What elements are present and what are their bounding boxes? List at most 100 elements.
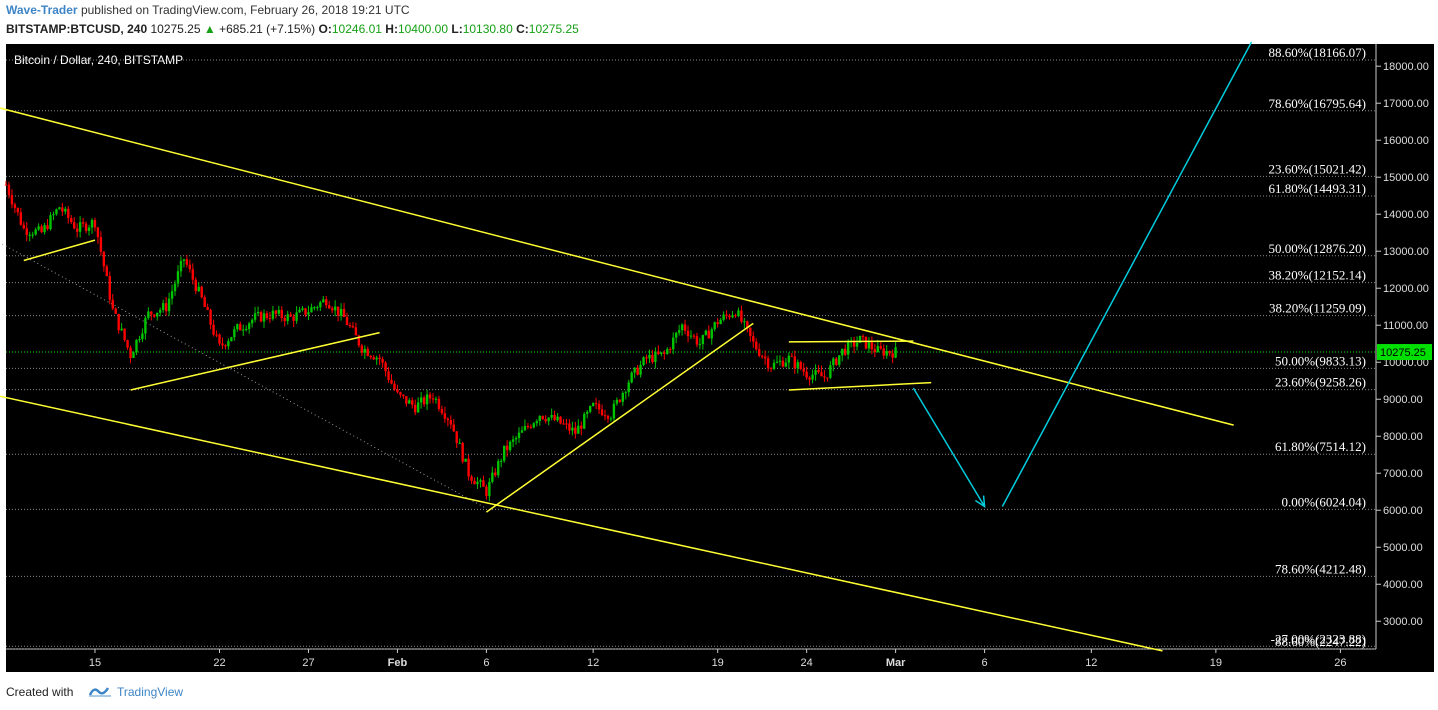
y-tick-label: 10000.00 [1383,357,1429,369]
fib-level-label: -27.00%(2323.88) [1271,631,1366,646]
y-tick-label: 5000.00 [1383,542,1423,554]
candle-body [227,341,230,347]
candle-body [485,486,488,497]
candle-body [262,313,266,322]
candle-body [301,308,304,310]
candle-body [888,351,891,354]
candle-body [173,283,177,292]
candle-body [286,314,289,322]
tradingview-link[interactable]: TradingView [117,685,184,699]
author-link[interactable]: Wave-Trader [6,3,78,17]
candle-body [660,352,663,354]
high-label: H: [385,22,398,36]
candle-body [93,220,97,228]
trendline [0,107,1234,426]
candle-body [28,234,31,236]
candle-body [737,310,740,317]
candle-body [594,403,598,405]
x-tick-label: 22 [213,657,225,669]
x-tick-label: 12 [1085,657,1097,669]
y-tick-label: 14000.00 [1383,209,1429,221]
x-tick-label: Mar [886,657,906,669]
candle-body [277,309,281,314]
candle-body [120,328,123,331]
candle-body [482,480,485,487]
x-tick-label: Feb [388,657,408,669]
candle-body [212,324,215,335]
x-tick-label: 19 [712,657,724,669]
published-text: published on TradingView.com, February 2… [80,3,410,17]
candle-body [221,343,224,346]
candle-body [855,342,859,347]
candle-body [176,271,180,284]
candle-body [393,383,396,390]
candle-body [440,408,444,414]
candle-body [553,414,556,421]
x-tick-label: 24 [801,657,813,669]
candle-body [500,460,503,462]
x-tick-label: 27 [302,657,314,669]
candle-body [743,321,746,323]
candle-body [10,195,14,205]
candle-body [488,481,491,497]
candle-body [164,303,168,312]
candle-body [642,357,645,365]
candle-body [491,472,494,482]
candle-body [885,351,888,356]
y-tick-label: 8000.00 [1383,431,1423,443]
candle-body [586,411,589,414]
candle-body [322,299,325,303]
candle-body [351,326,355,328]
candle-body [749,327,752,337]
fib-level-label: 78.60%(4212.48) [1275,561,1366,576]
candle-body [734,315,737,317]
candle-body [117,313,120,331]
candle-body [606,415,610,419]
candle-body [96,227,100,238]
candle-body [758,349,761,356]
candle-body [123,328,126,341]
candle-body [209,309,212,325]
candle-body [114,308,117,314]
fib-level-label: 38.20%(11259.09) [1269,301,1366,316]
candle-body [242,329,245,331]
candle-body [111,299,114,309]
y-tick-label: 3000.00 [1383,616,1423,628]
up-triangle-icon: ▲ [203,22,216,36]
candle-body [657,351,660,354]
candle-body [132,352,135,359]
candle-body [304,308,307,315]
candle-body [200,286,203,298]
candle-body [170,291,174,299]
candle-body [568,423,571,431]
candle-body [236,324,239,330]
candle-body [446,418,450,421]
close-value: 10275.25 [528,22,579,36]
candle-body [399,392,402,395]
candle-body [384,362,387,372]
candle-body [339,308,343,316]
candle-body [58,207,61,210]
candle-body [247,323,251,329]
candle-body [319,302,322,308]
candle-body [138,339,141,341]
candle-body [666,349,669,354]
candle-body [473,480,476,485]
candle-body [843,348,847,355]
created-with-text: Created with [6,685,74,699]
candle-body [366,348,369,356]
y-tick-label: 17000.00 [1383,98,1429,110]
candle-body [414,404,417,413]
candle-body [428,394,432,399]
plot-background [6,44,1376,649]
projection-line [912,387,986,507]
candle-body [411,400,414,405]
candle-body [40,226,43,233]
candle-body [167,298,171,312]
price-chart[interactable]: Bitcoin / Dollar, 240, BITSTAMP 88.60%(18… [0,40,1438,676]
candle-body [550,414,553,418]
candle-body [497,461,500,476]
fib-level-label: 0.00%(6024.04) [1282,494,1367,509]
candle-body [126,340,129,348]
candle-body [458,442,461,444]
